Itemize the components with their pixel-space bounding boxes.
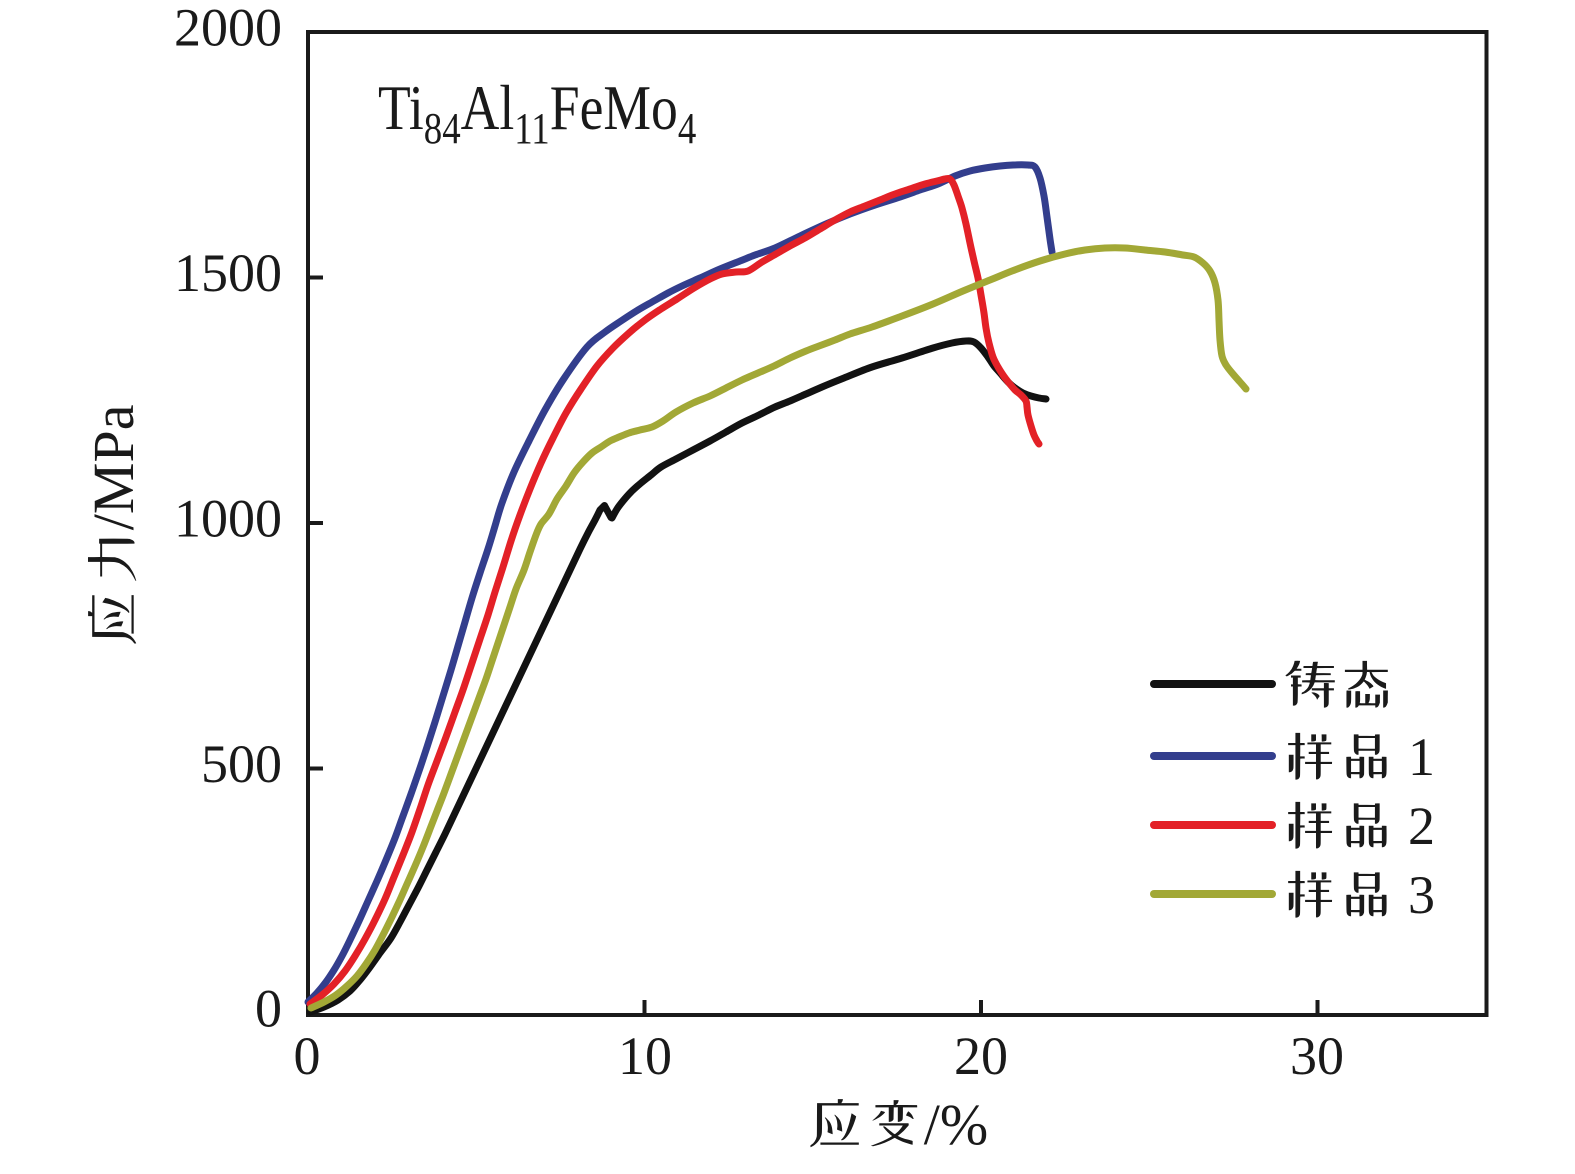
svg-text:/%: /%: [924, 1092, 988, 1157]
svg-text:3: 3: [1408, 865, 1435, 925]
svg-text:2000: 2000: [174, 0, 282, 58]
svg-text:10: 10: [618, 1026, 672, 1086]
svg-text:0: 0: [294, 1026, 321, 1086]
svg-text:20: 20: [954, 1026, 1008, 1086]
svg-text:1500: 1500: [174, 243, 282, 303]
svg-text:/MPa: /MPa: [81, 405, 146, 531]
svg-text:500: 500: [201, 734, 282, 794]
svg-text:1000: 1000: [174, 489, 282, 549]
svg-text:30: 30: [1290, 1026, 1344, 1086]
svg-text:0: 0: [255, 979, 282, 1039]
svg-text:1: 1: [1408, 727, 1435, 787]
svg-text:2: 2: [1408, 796, 1435, 856]
